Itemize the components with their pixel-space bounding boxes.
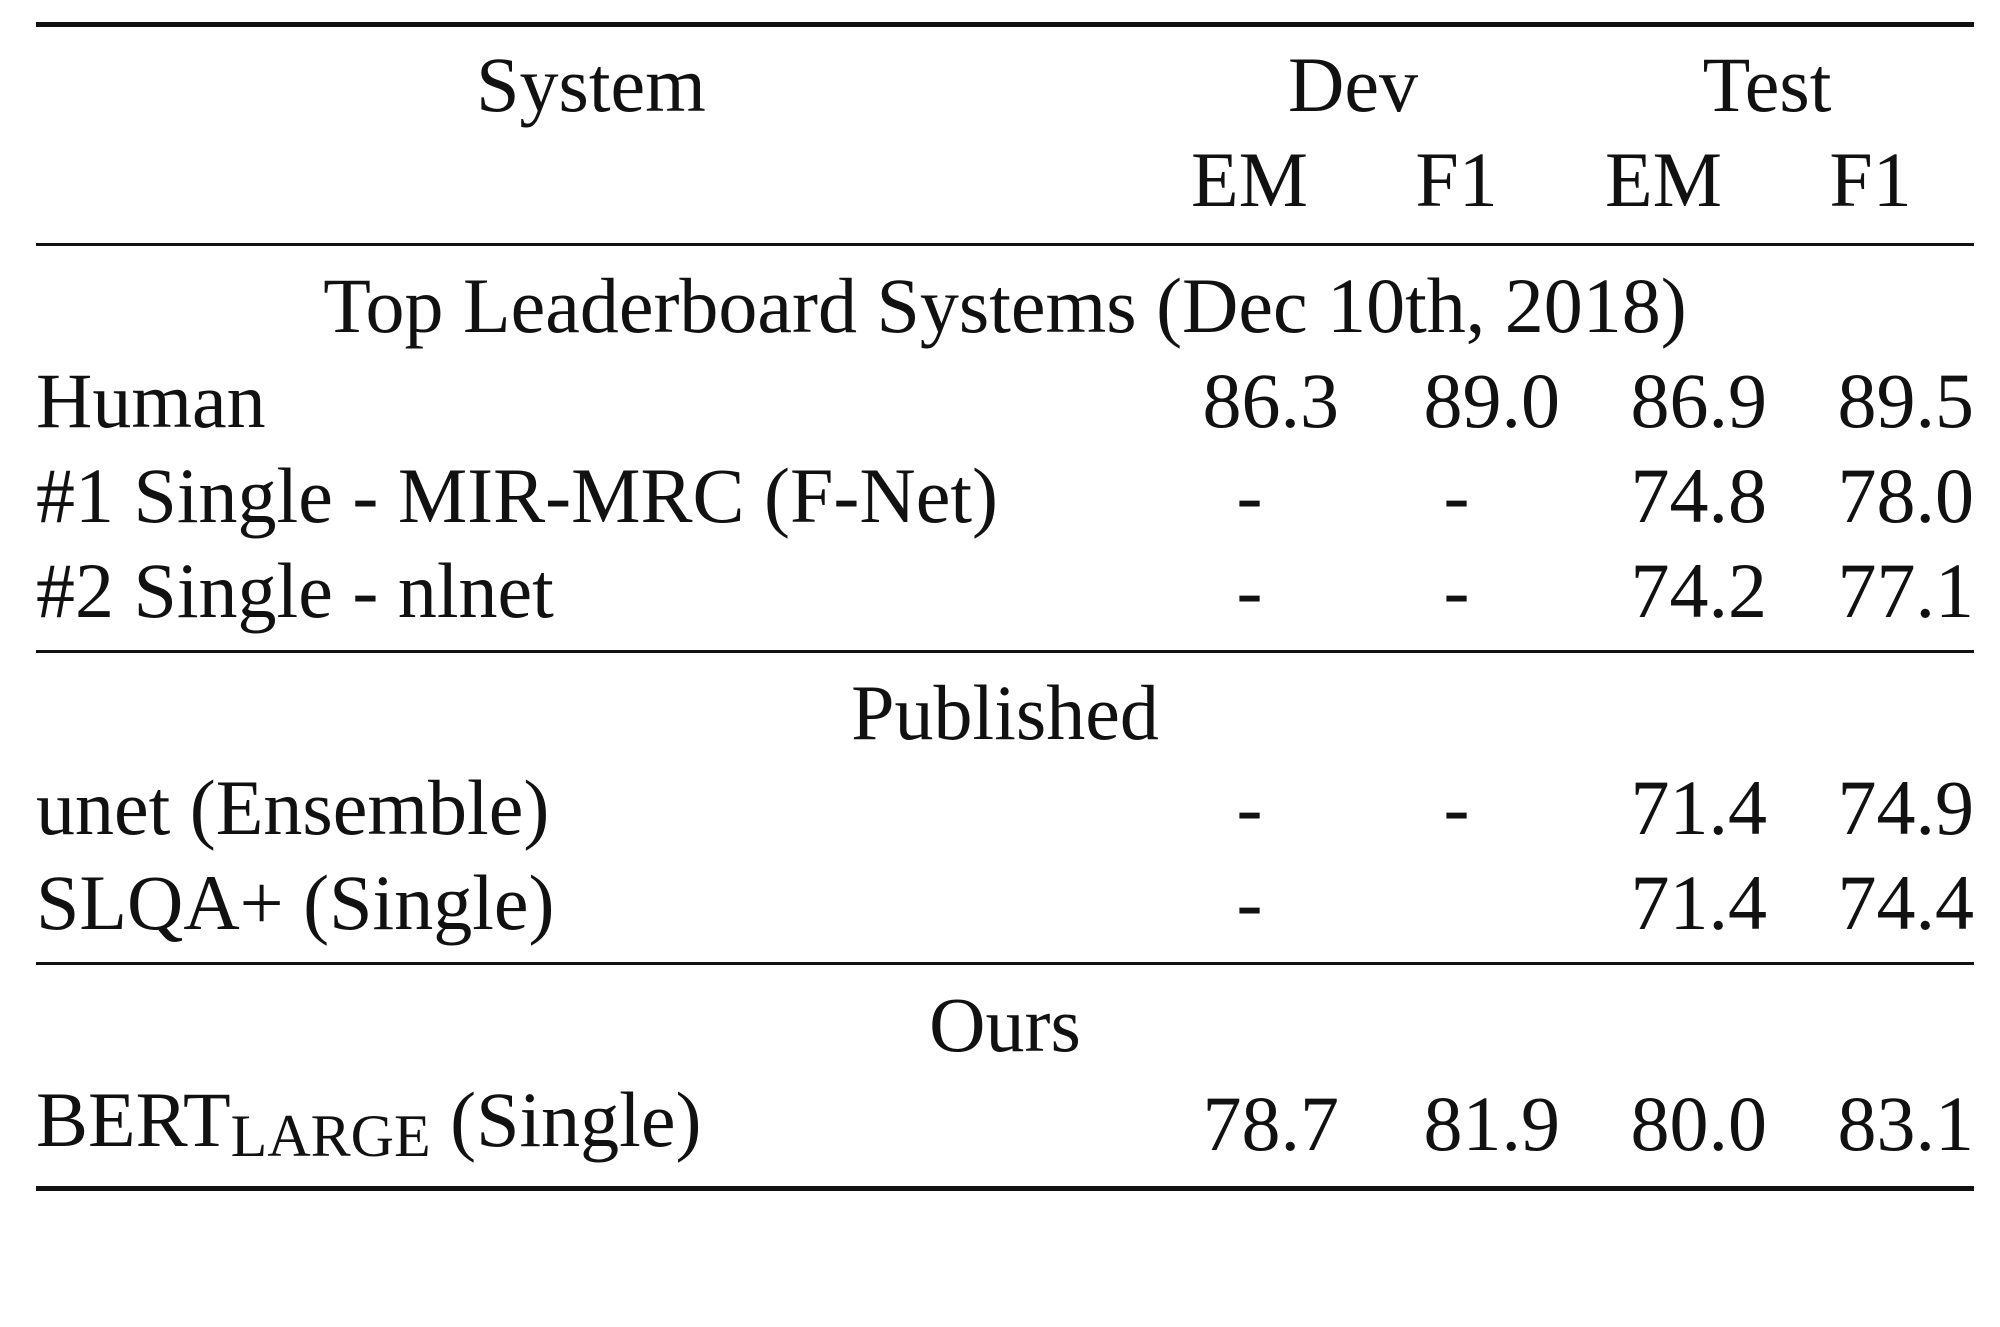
row-test-f1: 74.4	[1837, 859, 1975, 946]
table-row: Human 86.3 89.0 86.9 89.5	[36, 353, 1974, 448]
row-test-em: 74.2	[1630, 547, 1768, 634]
row-dev-em: -	[1236, 547, 1263, 634]
row-test-em: 86.9	[1630, 357, 1768, 444]
row-system: SLQA+ (Single)	[36, 859, 555, 946]
header-row-groups: System Dev Test	[36, 24, 1975, 133]
section-title-row: Top Leaderboard Systems (Dec 10th, 2018)	[36, 244, 1975, 354]
header-dev-f1: F1	[1415, 136, 1498, 223]
row-system-main: BERT	[36, 1076, 231, 1163]
row-test-f1: 74.9	[1837, 764, 1975, 851]
section-title-published: Published	[851, 669, 1159, 756]
table-row: #1 Single - MIR-MRC (F-Net) - - 74.8 78.…	[36, 448, 1974, 543]
table-row: unet (Ensemble) - - 71.4 74.9	[36, 760, 1974, 855]
header-test: Test	[1702, 41, 1832, 128]
header-dev: Dev	[1288, 41, 1418, 128]
row-dev-f1	[1353, 855, 1560, 964]
section-title-ours: Ours	[929, 981, 1081, 1068]
section-title-leaderboard: Top Leaderboard Systems (Dec 10th, 2018)	[323, 262, 1687, 349]
row-dev-f1: -	[1443, 452, 1470, 539]
row-test-f1: 89.5	[1837, 357, 1975, 444]
row-test-em: 71.4	[1630, 764, 1768, 851]
table-row: #2 Single - nlnet - - 74.2 77.1	[36, 543, 1974, 652]
row-dev-em: 78.7	[1202, 1079, 1340, 1167]
header-dev-em: EM	[1191, 136, 1308, 223]
row-dev-f1: 81.9	[1423, 1079, 1561, 1167]
section-title-row: Published	[36, 651, 1975, 761]
header-row-metrics: EM F1 EM F1	[36, 132, 1974, 245]
row-dev-f1: -	[1443, 764, 1470, 851]
table-row: SLQA+ (Single) - 71.4 74.4	[36, 855, 1974, 964]
row-system: #2 Single - nlnet	[36, 547, 554, 634]
row-dev-em: -	[1236, 764, 1263, 851]
row-test-em: 71.4	[1630, 859, 1768, 946]
row-test-f1: 83.1	[1837, 1079, 1975, 1167]
header-test-f1: F1	[1829, 136, 1912, 223]
row-test-em: 80.0	[1630, 1079, 1768, 1167]
row-system-rest: (Single)	[430, 1076, 702, 1163]
header-system: System	[476, 41, 706, 128]
table-row: BERTLARGE (Single) 78.7 81.9 80.0 83.1	[36, 1072, 1975, 1189]
row-test-f1: 77.1	[1837, 547, 1975, 634]
header-empty	[36, 132, 1146, 245]
row-system: #1 Single - MIR-MRC (F-Net)	[36, 452, 998, 539]
results-table: System Dev Test EM F1 EM F1 Top Leaderbo…	[36, 22, 1975, 1191]
row-system: BERTLARGE (Single)	[36, 1072, 1146, 1189]
row-dev-em: -	[1236, 859, 1263, 946]
row-test-em: 74.8	[1630, 452, 1768, 539]
results-table-wrapper: System Dev Test EM F1 EM F1 Top Leaderbo…	[36, 22, 1975, 1191]
row-system: unet (Ensemble)	[36, 764, 550, 851]
row-dev-f1: 89.0	[1423, 357, 1561, 444]
row-dev-em: -	[1236, 452, 1263, 539]
row-test-f1: 78.0	[1837, 452, 1975, 539]
row-dev-f1: -	[1443, 547, 1470, 634]
section-title-row: Ours	[36, 963, 1975, 1073]
row-system-subscript: LARGE	[230, 1103, 431, 1169]
header-test-em: EM	[1605, 136, 1723, 223]
row-dev-em: 86.3	[1202, 357, 1340, 444]
row-system: Human	[36, 357, 266, 444]
